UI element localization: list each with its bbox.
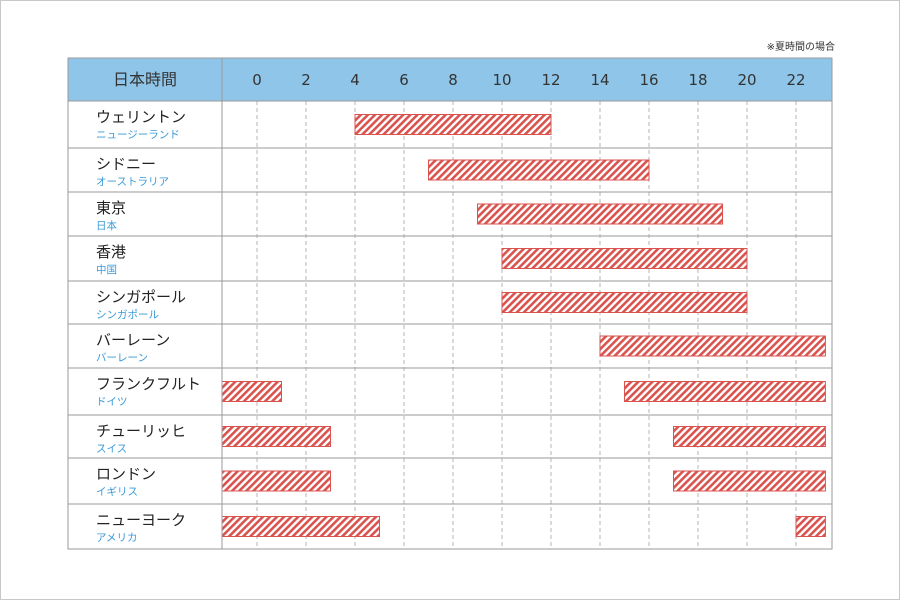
session-bar (221, 470, 331, 492)
x-tick-label: 10 (492, 71, 511, 89)
x-tick-label: 8 (448, 71, 458, 89)
row-country-label: ドイツ (96, 396, 128, 408)
row-city-label: バーレーン (96, 331, 170, 349)
x-tick-label: 22 (786, 71, 805, 89)
row-city-label: ウェリントン (96, 108, 186, 126)
row-country-label: 中国 (96, 263, 117, 276)
daylight-saving-note: ※夏時間の場合 (766, 42, 835, 53)
session-bar (599, 335, 826, 357)
session-bar (221, 426, 331, 447)
row-city-label: チューリッヒ (96, 422, 186, 440)
row-country-label: オーストラリア (96, 176, 169, 188)
row-country-label: スイス (96, 443, 127, 455)
x-tick-label: 0 (252, 71, 262, 89)
session-bar (673, 470, 826, 492)
session-bar (354, 114, 552, 135)
x-tick-label: 14 (590, 71, 609, 89)
row-city-label: シドニー (96, 155, 156, 173)
session-bar (624, 381, 826, 402)
row-country-label: ニュージーランド (96, 129, 180, 141)
session-bar (428, 159, 650, 181)
row-country-label: バーレーン (96, 352, 148, 364)
row-country-label: アメリカ (96, 532, 137, 544)
row-city-label: フランクフルト (96, 375, 201, 393)
row-city-label: 香港 (96, 243, 126, 261)
session-bar (673, 426, 826, 447)
session-bar (501, 248, 748, 269)
row-country-label: イギリス (96, 486, 138, 498)
header-band (68, 58, 832, 101)
row-city-label: ニューヨーク (96, 511, 186, 529)
row-country-label: 日本 (96, 219, 117, 232)
x-tick-label: 18 (688, 71, 707, 89)
x-tick-label: 16 (639, 71, 658, 89)
row-city-label: 東京 (96, 199, 126, 217)
row-city-label: ロンドン (96, 465, 156, 483)
session-bar (501, 292, 748, 313)
table-border (67, 57, 833, 550)
x-tick-label: 20 (737, 71, 756, 89)
row-city-label: シンガポール (96, 288, 186, 306)
header-label: 日本時間 (113, 70, 177, 89)
x-tick-label: 4 (350, 71, 360, 89)
row-country-label: シンガポール (96, 309, 159, 321)
session-bar (221, 381, 282, 402)
session-bar (221, 516, 380, 537)
x-tick-label: 6 (399, 71, 409, 89)
session-bar (795, 516, 826, 537)
session-bar (477, 203, 723, 225)
x-tick-label: 2 (301, 71, 311, 89)
x-tick-label: 12 (541, 71, 560, 89)
